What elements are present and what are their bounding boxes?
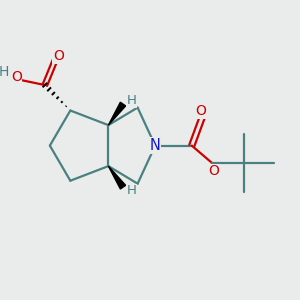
- Text: O: O: [208, 164, 219, 178]
- Text: O: O: [195, 104, 206, 118]
- Text: H: H: [127, 184, 137, 197]
- Text: H: H: [127, 94, 137, 107]
- Text: N: N: [150, 138, 160, 153]
- Text: O: O: [11, 70, 22, 84]
- Polygon shape: [108, 166, 126, 189]
- Polygon shape: [108, 102, 126, 125]
- Text: O: O: [53, 50, 64, 63]
- Text: H: H: [0, 64, 9, 79]
